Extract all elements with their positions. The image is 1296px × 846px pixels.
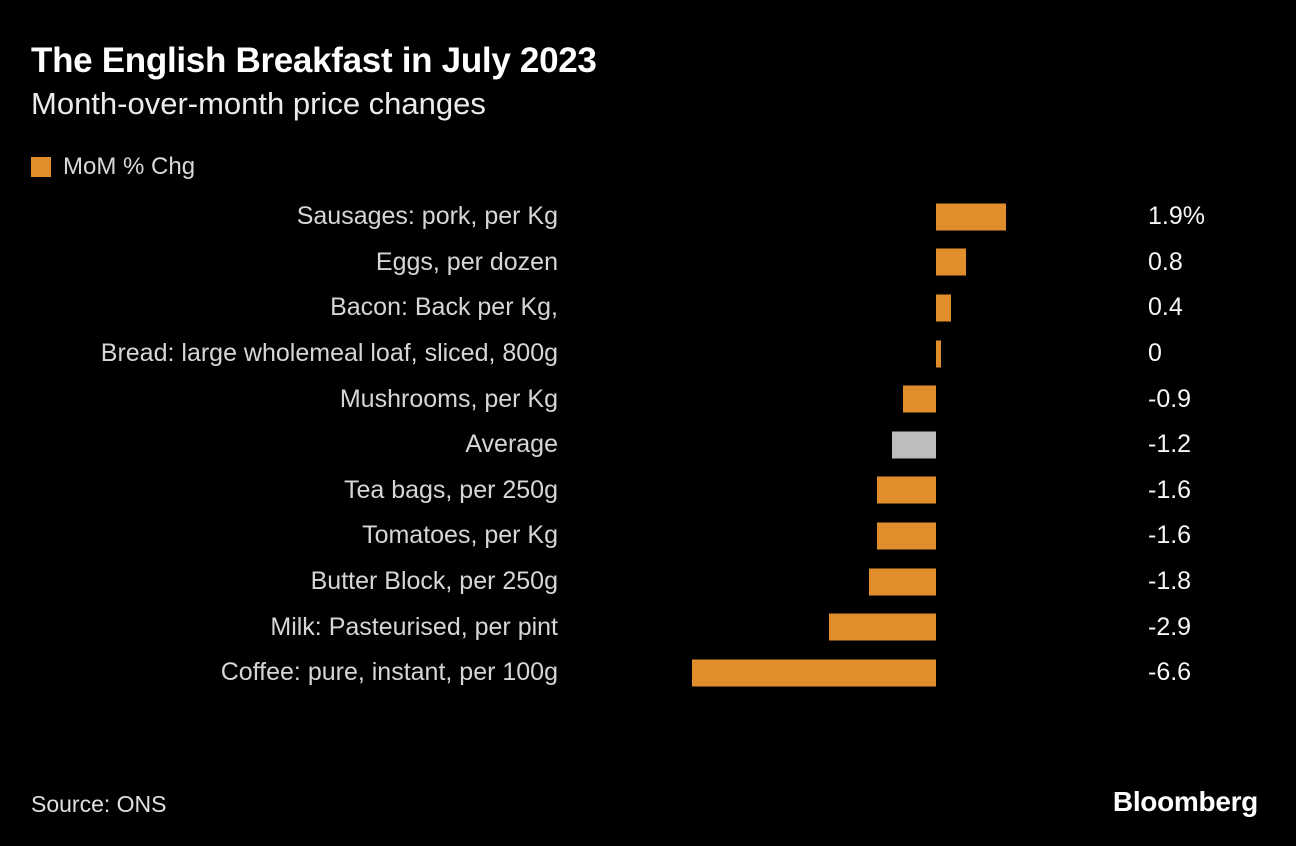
category-label: Tomatoes, per Kg [362, 521, 558, 550]
bar [891, 431, 936, 459]
chart-row: Milk: Pasteurised, per pint -2.9 [0, 604, 1296, 650]
chart-row: Bacon: Back per Kg, 0.4 [0, 285, 1296, 331]
value-label: 0.8 [1148, 247, 1183, 276]
bar [936, 294, 951, 322]
bar [869, 568, 936, 596]
legend-label: MoM % Chg [63, 153, 196, 180]
legend: MoM % Chg [31, 153, 195, 181]
chart-row: Eggs, per dozen 0.8 [0, 240, 1296, 286]
value-label: -1.8 [1148, 567, 1192, 596]
chart-row: Butter Block, per 250g -1.8 [0, 559, 1296, 605]
bar-track [558, 513, 1148, 559]
value-label: -2.9 [1148, 612, 1192, 641]
chart-row: Coffee: pure, instant, per 100g -6.6 [0, 650, 1296, 696]
chart-row: Average -1.2 [0, 422, 1296, 468]
category-label: Bacon: Back per Kg, [330, 293, 558, 322]
category-label: Average [465, 430, 558, 459]
chart-row: Sausages: pork, per Kg 1.9% [0, 194, 1296, 240]
bar-track [558, 331, 1148, 377]
bar [876, 476, 936, 504]
bar [902, 385, 936, 413]
chart-row: Tomatoes, per Kg -1.6 [0, 513, 1296, 559]
bar [691, 659, 936, 687]
bar-track [558, 422, 1148, 468]
bar-chart: Sausages: pork, per Kg 1.9% Eggs, per do… [0, 194, 1296, 696]
bar-track [558, 468, 1148, 514]
bar [828, 613, 936, 641]
chart-title: The English Breakfast in July 2023 [31, 41, 597, 80]
chart-subtitle: Month-over-month price changes [31, 85, 486, 121]
value-label: -1.6 [1148, 521, 1192, 550]
legend-swatch-icon [31, 157, 51, 177]
bar [936, 340, 941, 368]
category-label: Mushrooms, per Kg [339, 384, 558, 413]
bar [876, 522, 936, 550]
category-label: Eggs, per dozen [375, 247, 558, 276]
category-label: Tea bags, per 250g [343, 475, 558, 504]
chart-row: Mushrooms, per Kg -0.9 [0, 376, 1296, 422]
bloomberg-logo: Bloomberg [1112, 786, 1258, 817]
bar [936, 248, 966, 276]
chart-row: Bread: large wholemeal loaf, sliced, 800… [0, 331, 1296, 377]
value-label: -1.2 [1148, 430, 1192, 459]
value-label: 1.9% [1148, 202, 1205, 231]
chart-header: The English Breakfast in July 2023 Month… [31, 41, 597, 121]
value-label: -0.9 [1148, 384, 1192, 413]
bar-track [558, 194, 1148, 240]
bar-track [558, 650, 1148, 696]
source-note: Source: ONS [31, 791, 167, 817]
category-label: Coffee: pure, instant, per 100g [220, 658, 558, 687]
bar-track [558, 285, 1148, 331]
bar [936, 203, 1007, 231]
bar-track [558, 604, 1148, 650]
value-label: 0 [1148, 339, 1162, 368]
category-label: Butter Block, per 250g [310, 567, 558, 596]
value-label: 0.4 [1148, 293, 1183, 322]
category-label: Bread: large wholemeal loaf, sliced, 800… [100, 339, 558, 368]
value-label: -6.6 [1148, 658, 1192, 687]
bar-track [558, 240, 1148, 286]
category-label: Milk: Pasteurised, per pint [270, 612, 558, 641]
bar-track [558, 376, 1148, 422]
chart-row: Tea bags, per 250g -1.6 [0, 468, 1296, 514]
bar-track [558, 559, 1148, 605]
value-label: -1.6 [1148, 475, 1192, 504]
category-label: Sausages: pork, per Kg [296, 202, 558, 231]
